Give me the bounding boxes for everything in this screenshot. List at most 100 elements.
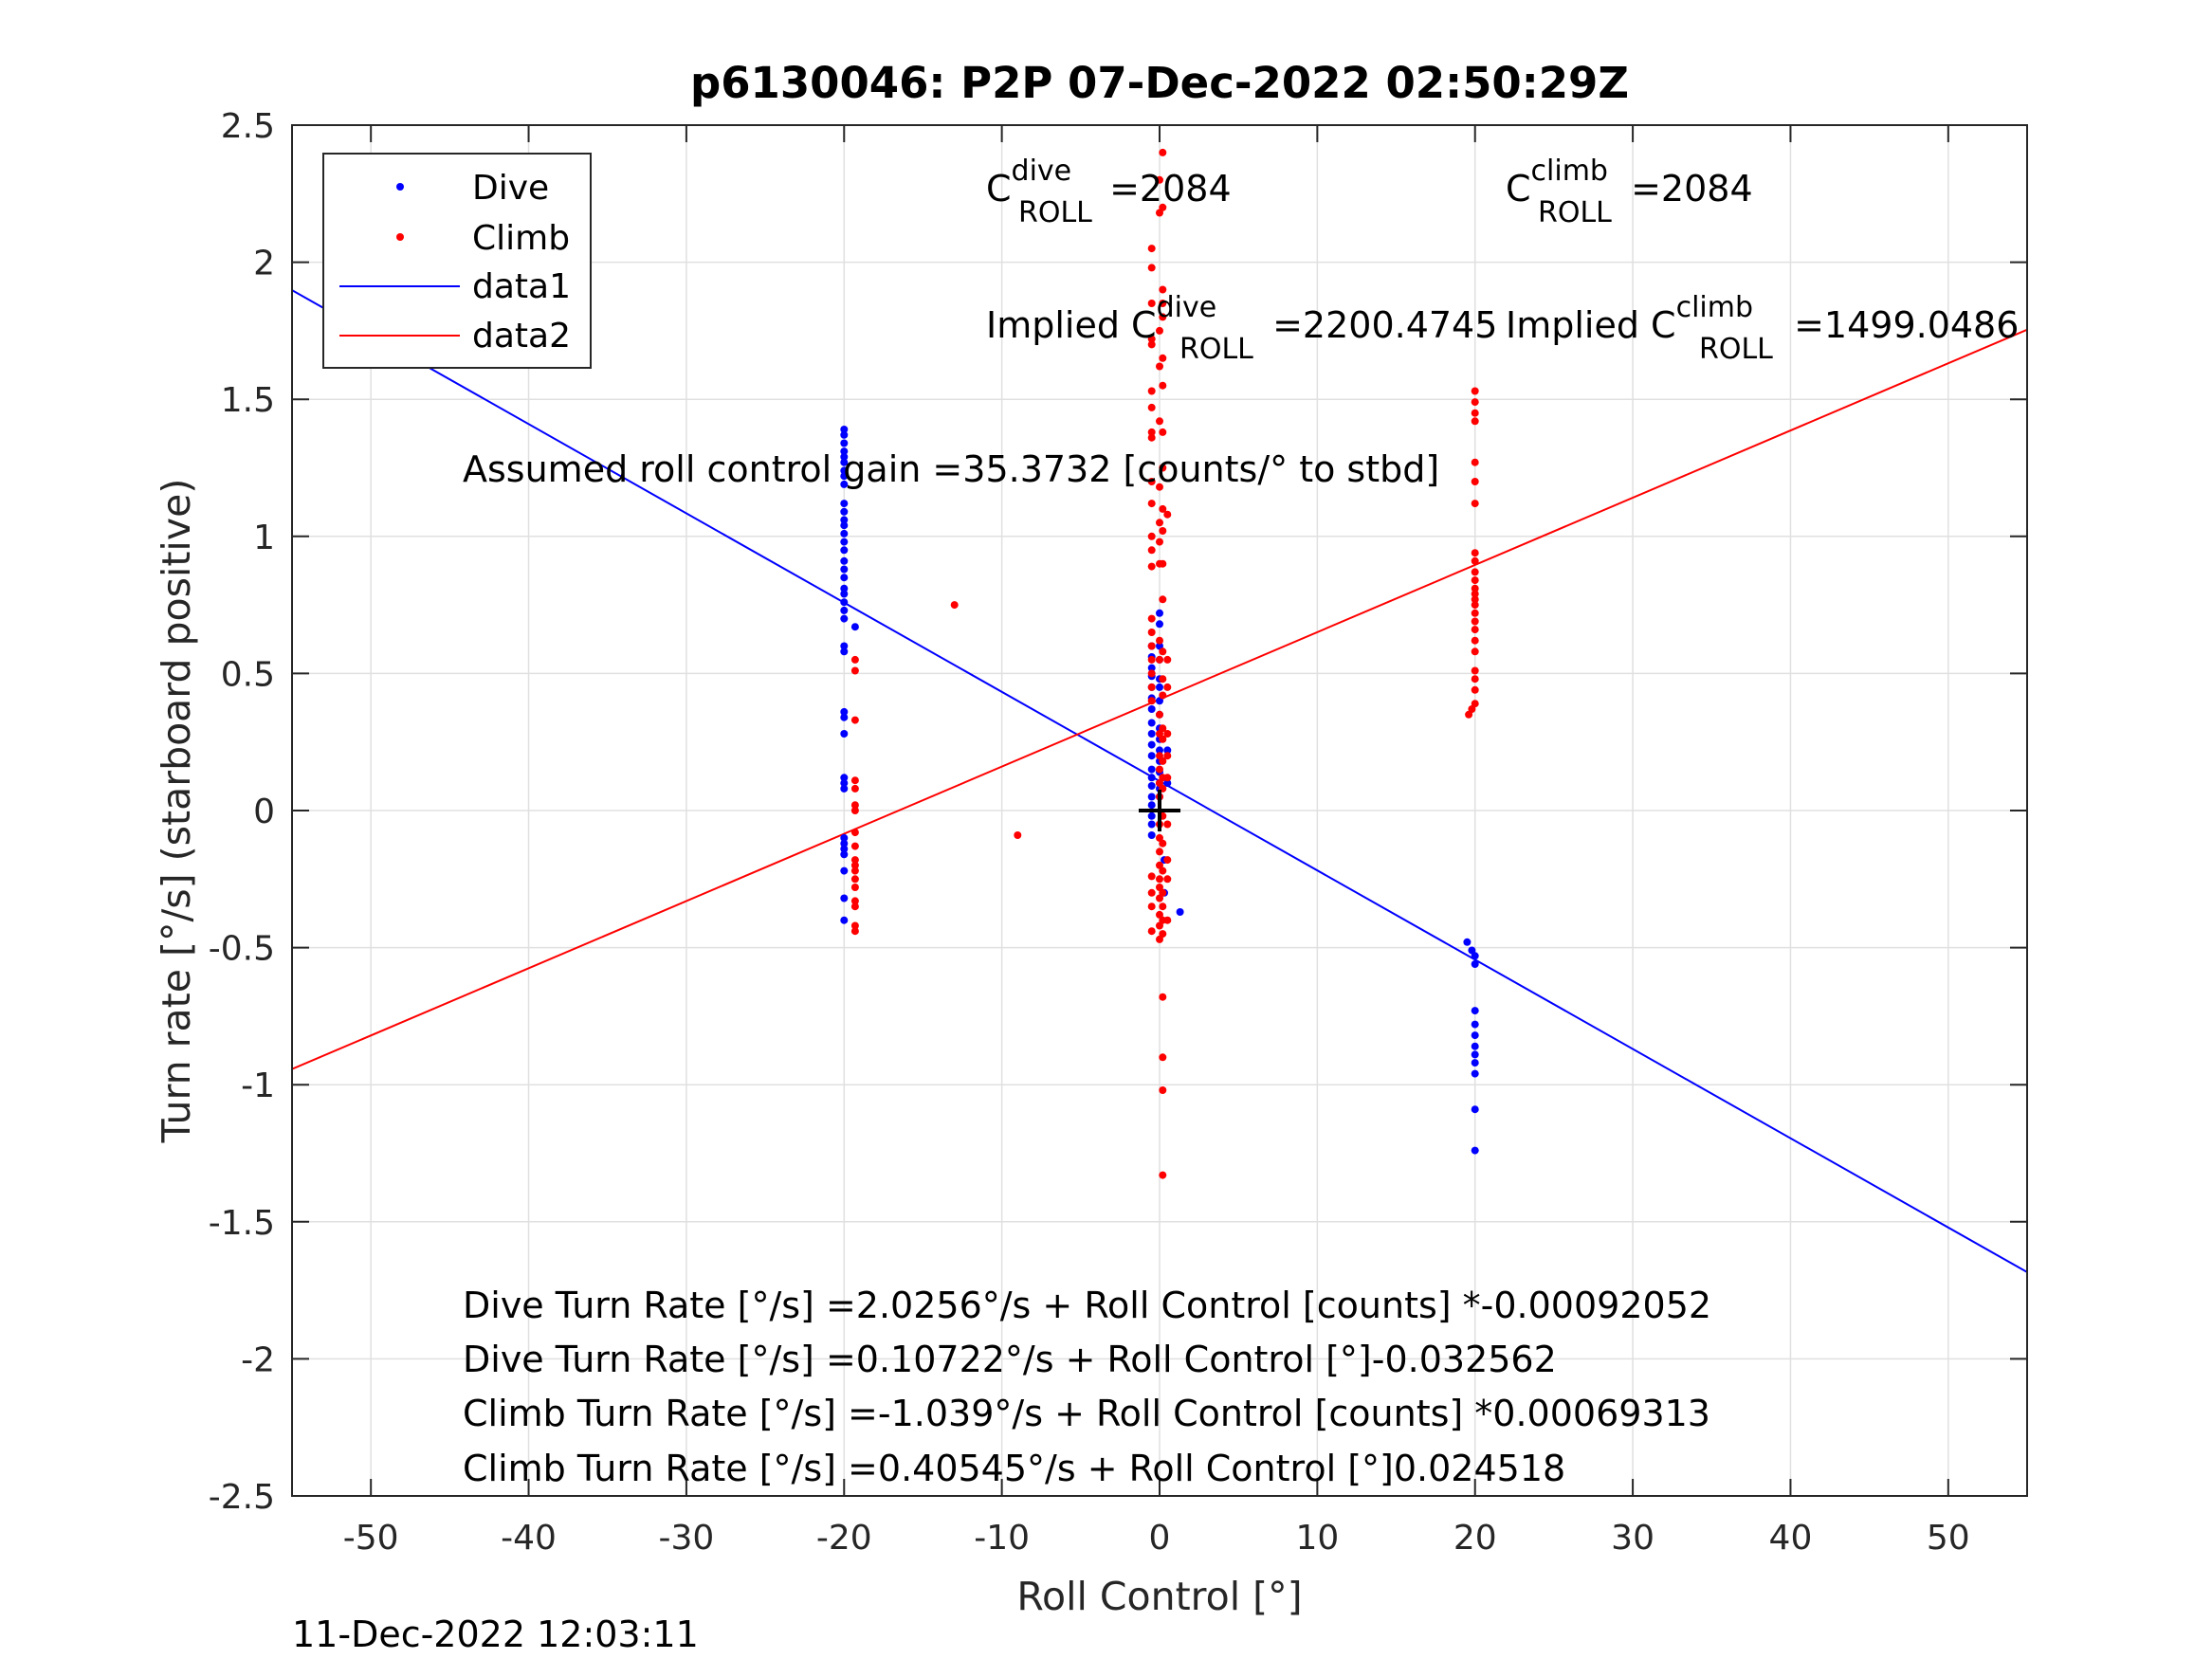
- climb-point: [1159, 313, 1167, 321]
- dive-point: [840, 430, 849, 439]
- climb-point: [1159, 993, 1167, 1001]
- dive-point: [1156, 609, 1163, 617]
- y-tick-label: 1: [253, 519, 275, 557]
- climb-point: [1471, 568, 1479, 576]
- climb-point: [1147, 683, 1156, 691]
- c-roll-climb-sub: ROLL: [1538, 196, 1612, 229]
- climb-point: [1147, 669, 1156, 678]
- c-roll-climb-base: C: [1506, 168, 1531, 210]
- dive-point: [840, 521, 849, 530]
- dive-point: [840, 598, 849, 607]
- dive-point: [1471, 1059, 1479, 1067]
- climb-point: [1156, 848, 1163, 856]
- x-tick-label: 40: [1769, 1519, 1813, 1558]
- implied-dive-base: Implied C: [986, 304, 1157, 346]
- dive-point: [840, 529, 849, 538]
- climb-point: [1147, 433, 1156, 442]
- implied-climb-value: =1499.0486: [1782, 304, 2019, 346]
- climb-point: [1147, 335, 1156, 343]
- climb-point: [1159, 203, 1167, 211]
- climb-point: [1156, 935, 1163, 943]
- climb-point: [1156, 710, 1163, 719]
- dive-point: [840, 507, 849, 516]
- dive-point: [1147, 793, 1156, 801]
- climb-point: [1159, 504, 1167, 513]
- x-tick-label: -20: [816, 1519, 872, 1558]
- dive-point: [1147, 765, 1156, 774]
- y-tick-label: 1.5: [221, 381, 275, 420]
- climb-point: [1156, 861, 1163, 869]
- dive-point: [1147, 820, 1156, 829]
- climb-point: [1471, 685, 1479, 694]
- climb-point: [1471, 556, 1479, 565]
- climb-point: [1156, 765, 1163, 774]
- climb-point: [1471, 500, 1479, 508]
- climb-point: [1159, 647, 1167, 656]
- climb-point: [850, 784, 859, 793]
- dive-point: [840, 584, 849, 592]
- climb-point: [1163, 774, 1172, 782]
- climb-point: [1159, 354, 1167, 362]
- legend-box: [322, 153, 592, 369]
- climb-point: [850, 861, 859, 869]
- dive-point: [840, 850, 849, 859]
- legend-climb-marker: [396, 233, 404, 241]
- dive-point: [1471, 1050, 1479, 1059]
- climb-point: [850, 856, 859, 865]
- c-roll-dive-annotation: Cdive ROLL =2084: [986, 155, 1232, 229]
- climb-point: [1163, 856, 1172, 865]
- climb-point: [850, 776, 859, 785]
- climb-point: [850, 866, 859, 875]
- dive-point: [840, 439, 849, 447]
- climb-point: [850, 655, 859, 664]
- dive-point: [1147, 719, 1156, 727]
- climb-point: [1159, 675, 1167, 684]
- climb-point: [1471, 409, 1479, 417]
- dive-point: [1156, 620, 1163, 629]
- climb-point: [1156, 636, 1163, 645]
- dive-point: [840, 472, 849, 481]
- dive-point: [1147, 664, 1156, 672]
- climb-point: [850, 897, 859, 905]
- climb-point: [1147, 546, 1156, 555]
- dive-point: [840, 866, 849, 875]
- y-tick-label: -1.5: [209, 1204, 275, 1243]
- climb-point: [1163, 916, 1172, 924]
- climb-point: [1471, 478, 1479, 485]
- c-roll-dive-value: =2084: [1098, 168, 1232, 210]
- implied-dive-value: =2200.4745: [1261, 304, 1497, 346]
- climb-point: [1147, 562, 1156, 571]
- legend-dive-label: Dive: [472, 169, 549, 208]
- climb-point: [1147, 428, 1156, 436]
- dive-point: [840, 614, 849, 623]
- equation-3: Climb Turn Rate [°/s] =-1.039°/s + Roll …: [463, 1393, 1710, 1434]
- dive-point: [1471, 1105, 1479, 1114]
- dive-point: [1147, 740, 1156, 749]
- climb-point: [1147, 245, 1156, 253]
- climb-point: [1014, 831, 1022, 839]
- legend-climb-label: Climb: [472, 219, 570, 258]
- dive-point: [1156, 683, 1163, 691]
- climb-point: [1159, 902, 1167, 911]
- legend-data2-label: data2: [472, 317, 571, 356]
- y-tick-label: -0.5: [209, 930, 275, 969]
- y-tick-label: -2: [241, 1340, 275, 1379]
- climb-point: [1471, 584, 1479, 592]
- climb-point: [1159, 381, 1167, 390]
- dive-point: [840, 916, 849, 924]
- climb-point: [850, 801, 859, 810]
- climb-point: [1159, 1086, 1167, 1094]
- climb-point: [1471, 576, 1479, 585]
- climb-point: [1159, 930, 1167, 939]
- climb-point: [1163, 510, 1172, 519]
- climb-point: [1156, 417, 1163, 426]
- dive-point: [1147, 774, 1156, 782]
- climb-point: [1163, 655, 1172, 664]
- dive-point: [840, 516, 849, 524]
- dive-point: [840, 565, 849, 574]
- footer-timestamp: 11-Dec-2022 12:03:11: [292, 1613, 699, 1655]
- dive-point: [840, 426, 849, 433]
- dive-point: [1471, 1146, 1479, 1155]
- dive-point: [1468, 946, 1476, 955]
